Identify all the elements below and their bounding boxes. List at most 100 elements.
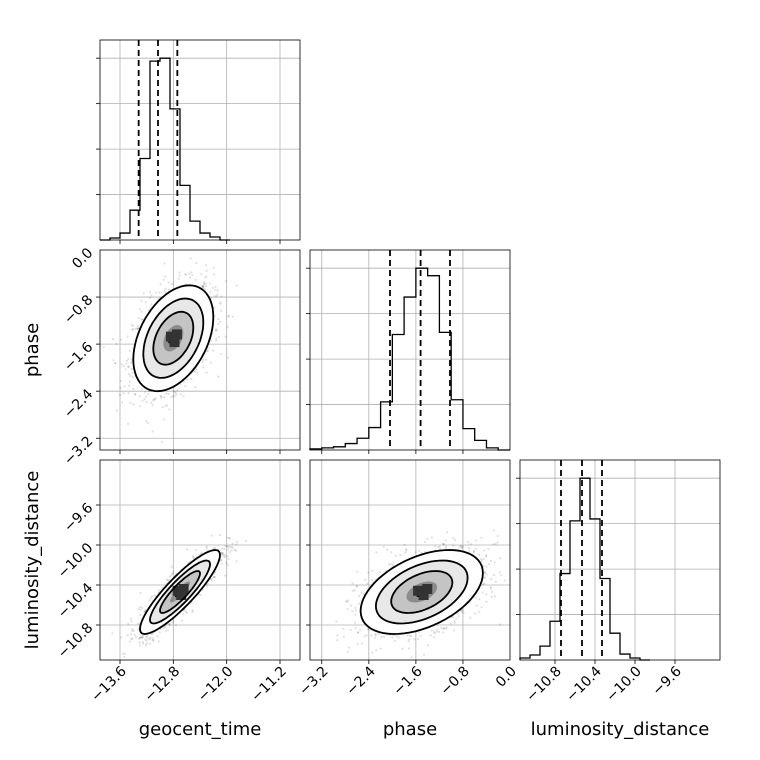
scatter-point bbox=[130, 361, 133, 364]
contour-line-1 bbox=[142, 297, 205, 379]
scatter-point bbox=[122, 392, 125, 395]
scatter-point bbox=[392, 561, 395, 564]
scatter-point bbox=[199, 594, 202, 597]
scatter-point bbox=[139, 608, 142, 611]
scatter-point bbox=[395, 554, 398, 557]
scatter-point bbox=[138, 644, 141, 647]
scatter-point bbox=[452, 536, 455, 540]
scatter-point bbox=[386, 548, 389, 551]
scatter-point bbox=[423, 541, 427, 544]
scatter-point bbox=[127, 384, 131, 387]
scatter-point bbox=[137, 324, 140, 328]
scatter-point bbox=[148, 638, 151, 641]
scatter-point bbox=[111, 632, 114, 635]
scatter-point bbox=[230, 545, 233, 549]
scatter-point bbox=[132, 629, 135, 633]
scatter-point bbox=[485, 554, 488, 557]
scatter-point bbox=[475, 604, 478, 607]
scatter-point bbox=[139, 613, 142, 617]
scatter-point bbox=[391, 564, 395, 567]
scatter-point bbox=[129, 401, 132, 404]
scatter-point bbox=[472, 550, 475, 553]
scatter-point bbox=[214, 288, 217, 291]
scatter-point bbox=[228, 545, 231, 548]
scatter-point bbox=[236, 540, 239, 544]
scatter-point bbox=[184, 610, 187, 614]
scatter-point bbox=[141, 636, 144, 639]
scatter-point bbox=[413, 638, 416, 641]
scatter-point bbox=[226, 563, 229, 566]
y-tick-label-luminosity_distance-1: −10.4 bbox=[55, 580, 97, 622]
scatter-point bbox=[438, 630, 441, 634]
y-tick-label-luminosity_distance-3: −9.6 bbox=[61, 500, 96, 535]
scatter-point bbox=[361, 642, 364, 645]
scatter-point bbox=[195, 368, 198, 371]
x-tick-label-geocent_time-0: −13.6 bbox=[88, 663, 130, 705]
scatter-point bbox=[191, 610, 194, 613]
scatter-point bbox=[228, 551, 231, 554]
x-tick-label-luminosity_distance-0: −10.8 bbox=[523, 664, 565, 706]
scatter-point bbox=[375, 551, 378, 554]
scatter-point bbox=[139, 404, 142, 408]
scatter-point bbox=[408, 638, 411, 641]
scatter-point bbox=[137, 317, 141, 320]
scatter-point bbox=[130, 358, 133, 361]
scatter-point bbox=[141, 636, 144, 639]
scatter-point bbox=[452, 544, 455, 547]
scatter-point bbox=[185, 273, 188, 276]
scatter-point bbox=[224, 280, 227, 283]
x-tick-label-phase-2: −1.6 bbox=[390, 663, 425, 698]
scatter-point bbox=[140, 299, 143, 302]
scatter-point bbox=[414, 551, 417, 554]
scatter-point bbox=[397, 636, 400, 639]
scatter-point bbox=[140, 636, 143, 639]
scatter-point bbox=[168, 624, 171, 627]
scatter-point bbox=[209, 282, 212, 285]
scatter-point bbox=[127, 372, 130, 375]
density-peak-cell bbox=[413, 585, 424, 596]
scatter-point bbox=[140, 318, 143, 321]
scatter-point bbox=[131, 328, 134, 331]
scatter-point bbox=[344, 600, 348, 603]
scatter-point bbox=[140, 310, 143, 313]
density-peak-cell bbox=[165, 331, 176, 342]
density-peak-cell bbox=[178, 583, 189, 594]
scatter-point bbox=[153, 594, 156, 597]
scatter-point bbox=[159, 283, 162, 286]
y-axis-label-phase: phase bbox=[22, 323, 43, 377]
scatter-point bbox=[205, 545, 208, 548]
scatter-point bbox=[493, 595, 496, 598]
scatter-point bbox=[214, 285, 217, 288]
scatter-point bbox=[163, 625, 166, 629]
scatter-point bbox=[445, 531, 448, 534]
scatter-point bbox=[168, 575, 171, 578]
scatter-point bbox=[114, 362, 117, 365]
scatter-point bbox=[356, 570, 359, 573]
scatter-point bbox=[159, 628, 163, 631]
scatter-point bbox=[119, 387, 122, 390]
scatter-point bbox=[173, 395, 176, 398]
scatter-point bbox=[442, 543, 446, 546]
scatter-point bbox=[178, 271, 181, 274]
scatter-point bbox=[360, 591, 363, 594]
scatter-point bbox=[195, 548, 198, 552]
scatter-point bbox=[365, 634, 368, 637]
scatter-point bbox=[177, 277, 180, 280]
scatter-point bbox=[126, 335, 129, 338]
x-tick-label-geocent_time-1: −12.8 bbox=[142, 664, 184, 706]
scatter-point bbox=[354, 613, 357, 616]
scatter-point bbox=[191, 555, 194, 558]
scatter-point bbox=[209, 361, 212, 364]
scatter-point bbox=[171, 571, 175, 574]
scatter-point bbox=[167, 392, 170, 395]
scatter-point bbox=[167, 623, 170, 626]
y-tick-label-phase-2: −1.6 bbox=[61, 339, 96, 374]
scatter-point bbox=[212, 576, 215, 579]
scatter-point bbox=[219, 301, 222, 304]
panel-content bbox=[102, 257, 238, 443]
scatter-point bbox=[374, 633, 377, 636]
scatter-point bbox=[460, 611, 463, 614]
scatter-point bbox=[186, 378, 189, 381]
scatter-point bbox=[418, 631, 421, 634]
scatter-point bbox=[378, 571, 381, 574]
